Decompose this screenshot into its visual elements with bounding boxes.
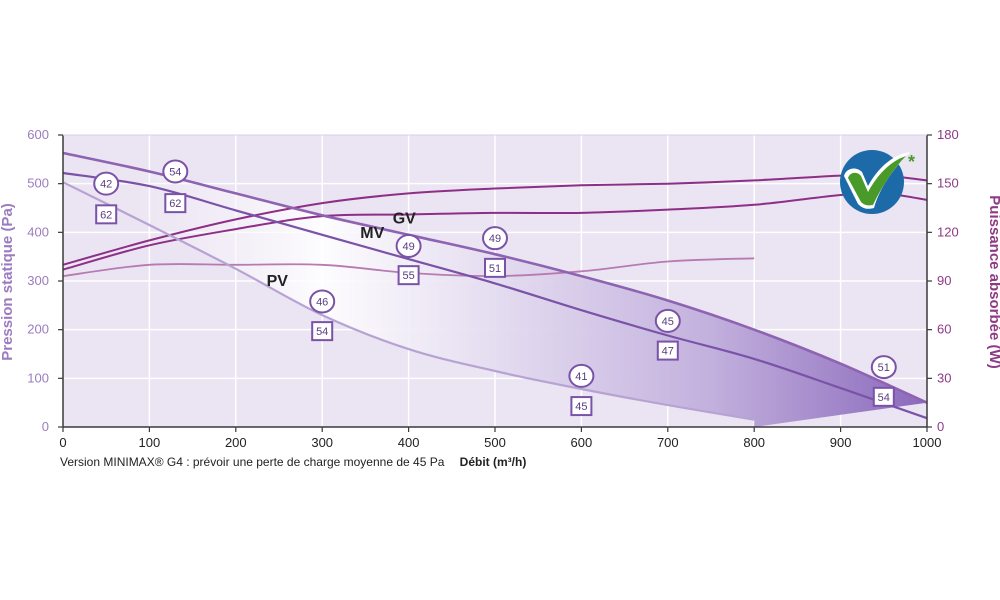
y-axis-right-label: Puissance absorbée (W) (986, 195, 1000, 368)
square-marker: 47 (656, 340, 679, 361)
square-marker-shape (570, 396, 593, 417)
square-marker-label: 47 (662, 346, 674, 358)
x-tick-label: 300 (311, 435, 333, 450)
y-tick-label-right: 0 (937, 419, 944, 434)
circle-marker-shape (654, 308, 681, 333)
circle-marker: 51 (870, 355, 897, 380)
circle-marker-shape (395, 233, 422, 258)
logo-star: * (908, 152, 915, 172)
x-axis-label: Débit (m³/h) (460, 455, 527, 469)
square-marker: 51 (484, 257, 506, 278)
x-tick-label: 500 (484, 435, 506, 450)
circle-marker: 49 (482, 226, 508, 251)
x-tick-label: 100 (139, 435, 161, 450)
pressure-curves (62, 151, 928, 421)
circle-marker-label: 51 (878, 362, 890, 374)
square-marker-shape (311, 321, 334, 342)
square-marker-shape (95, 204, 118, 225)
y-tick-label-right: 60 (937, 322, 951, 337)
square-marker-label: 62 (169, 198, 181, 210)
x-tick-label: 1000 (913, 435, 942, 450)
y-tick-label-left: 500 (27, 176, 49, 191)
y-tick-label-right: 90 (937, 273, 951, 288)
right-axis-ticks: 0 30 60 90 120 150 180 (927, 127, 959, 434)
square-marker: 55 (397, 265, 420, 286)
pressure-curve-pv (62, 181, 755, 421)
circle-marker-shape (482, 226, 508, 251)
square-marker-shape (656, 340, 679, 361)
y-tick-label-left: 200 (27, 322, 49, 337)
square-marker: 62 (95, 204, 118, 225)
curve-label-mv: MV (360, 225, 384, 242)
square-marker-shape (397, 265, 420, 286)
circle-marker: 54 (162, 159, 189, 184)
y-tick-label-left: 400 (27, 224, 49, 239)
circle-marker-label: 49 (489, 233, 501, 245)
x-tick-label: 400 (398, 435, 420, 450)
power-curve-gv (62, 173, 928, 266)
square-marker: 54 (311, 321, 334, 342)
markers: 42 54 49 49 46 41 45 51 62 62 55 51 54 45 47 54 (93, 159, 897, 417)
y-tick-label-right: 30 (937, 370, 951, 385)
circle-marker: 42 (93, 171, 120, 196)
square-marker-label: 54 (316, 326, 328, 338)
circle-marker-label: 45 (662, 316, 674, 328)
circle-marker: 41 (568, 363, 595, 388)
y-axis-left-label: Pression statique (Pa) (0, 203, 16, 361)
circle-marker: 46 (309, 289, 336, 314)
y-tick-label-right: 120 (937, 224, 959, 239)
logo-check-icon (848, 156, 906, 206)
circle-marker-label: 49 (402, 241, 414, 253)
square-marker-label: 55 (402, 270, 414, 282)
x-tick-label: 800 (743, 435, 765, 450)
circle-marker-label: 54 (169, 167, 181, 179)
square-marker: 45 (570, 396, 593, 417)
x-tick-label: 200 (225, 435, 247, 450)
circle-marker-shape (309, 289, 336, 314)
y-tick-label-left: 0 (42, 419, 49, 434)
square-marker-shape (484, 257, 506, 278)
x-tick-label: 700 (657, 435, 679, 450)
pressure-curve-gv (62, 151, 928, 404)
left-axis-ticks: 0 100 200 300 400 500 600 (27, 127, 63, 434)
x-tick-label: 0 (59, 435, 66, 450)
curve-label-gv: GV (393, 211, 416, 228)
circle-marker-label: 46 (316, 296, 328, 308)
square-marker-label: 54 (878, 392, 890, 404)
circle-marker-label: 42 (100, 179, 112, 191)
circle-marker-shape (93, 171, 120, 196)
square-marker: 62 (164, 193, 187, 214)
square-marker-shape (872, 386, 895, 407)
y-tick-label-left: 100 (27, 370, 49, 385)
curve-labels: GV MV PV (267, 211, 417, 290)
circle-marker-shape (162, 159, 189, 184)
x-axis-ticks: 0 100 200 300 400 500 600 700 800 900 1000 (59, 427, 941, 450)
square-marker-label: 62 (100, 209, 112, 221)
circle-marker: 49 (395, 233, 422, 258)
circle-marker: 45 (654, 308, 681, 333)
certification-logo: * (840, 150, 915, 214)
curve-label-pv: PV (267, 273, 289, 290)
square-marker-label: 51 (489, 263, 501, 275)
version-note: Version MINIMAX® G4 : prévoir une perte … (60, 455, 445, 469)
y-tick-label-right: 150 (937, 176, 959, 191)
square-marker: 54 (872, 386, 895, 407)
y-tick-label-left: 600 (27, 127, 49, 142)
x-tick-label: 900 (830, 435, 852, 450)
circle-marker-shape (568, 363, 595, 388)
pressure-curve-mv (62, 171, 928, 420)
y-tick-label-right: 180 (937, 127, 959, 142)
circle-marker-label: 41 (575, 371, 587, 383)
square-marker-label: 45 (575, 401, 587, 413)
power-curve-mv (62, 192, 928, 271)
y-tick-label-left: 300 (27, 273, 49, 288)
square-marker-shape (164, 193, 187, 214)
circle-marker-shape (870, 355, 897, 380)
x-tick-label: 600 (571, 435, 593, 450)
